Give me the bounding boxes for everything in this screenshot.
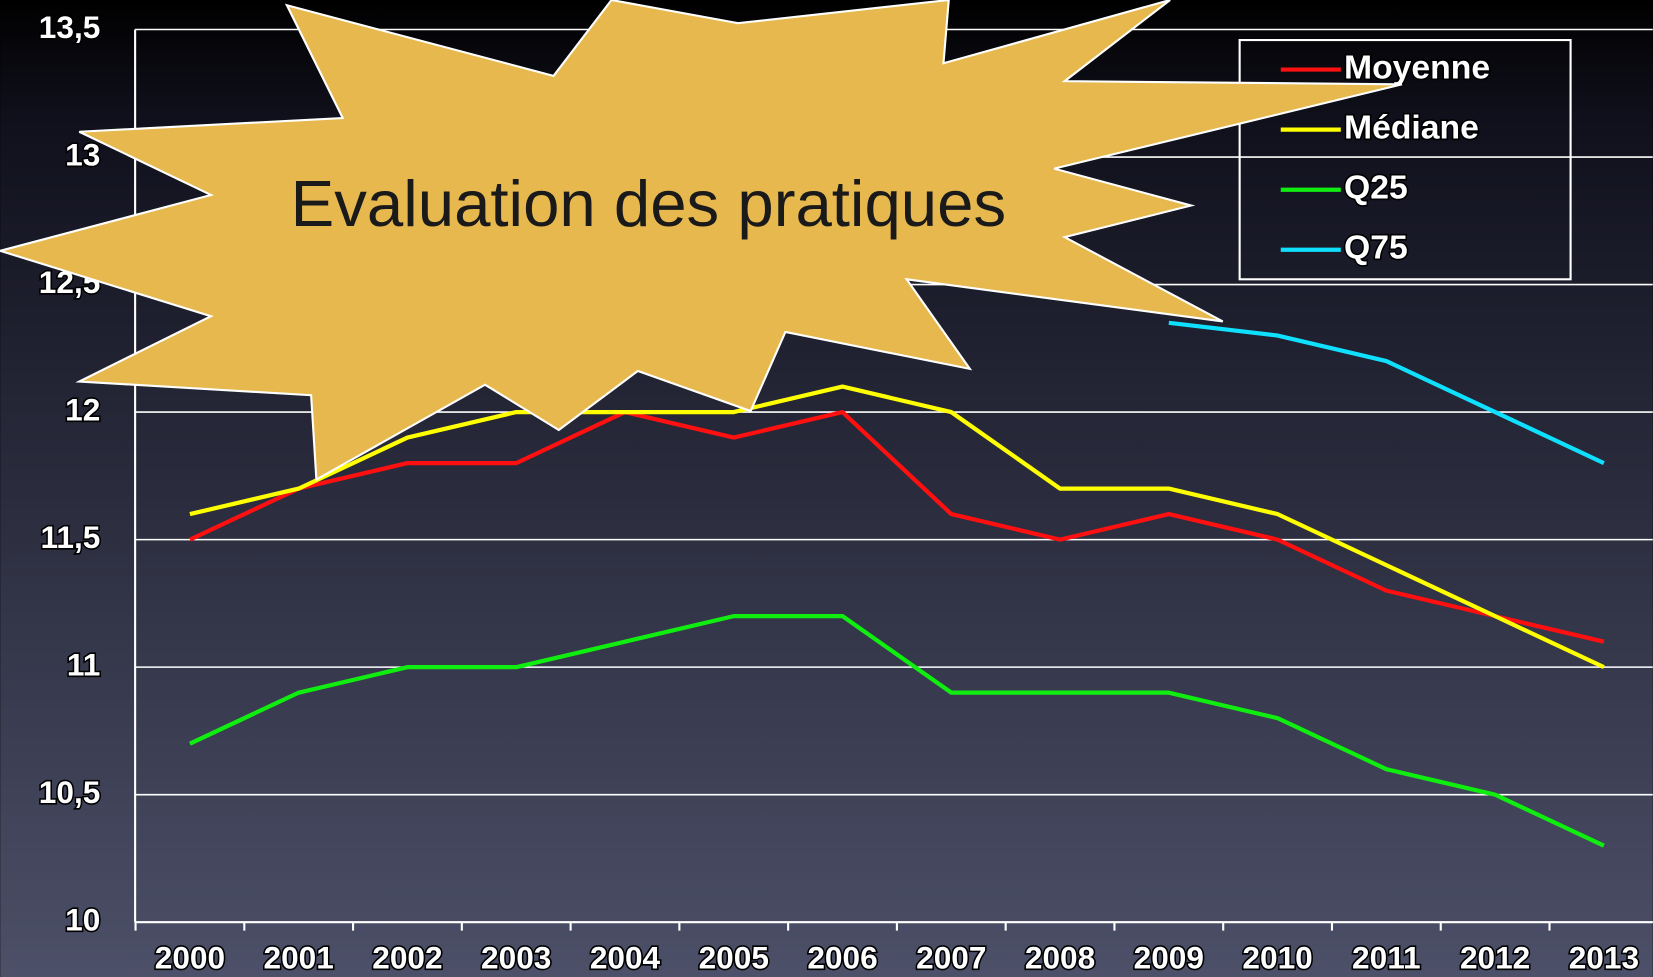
- x-tick-label: 2012: [1460, 939, 1530, 975]
- x-tick-label: 2009: [1134, 939, 1204, 975]
- x-tick-label: 2004: [590, 939, 661, 975]
- x-tick-label: 2010: [1242, 939, 1312, 975]
- legend-label: Q25: [1344, 169, 1408, 207]
- x-tick-label: 2008: [1025, 939, 1095, 975]
- x-tick-label: 2013: [1569, 939, 1639, 975]
- legend-label: Moyenne: [1344, 48, 1490, 86]
- y-tick-label: 10: [65, 902, 100, 938]
- x-tick-label: 2001: [264, 939, 334, 975]
- annotation: Evaluation des pratiques: [291, 167, 1006, 240]
- x-tick-label: 2005: [699, 939, 769, 975]
- x-tick-label: 2006: [807, 939, 877, 975]
- x-tick-label: 2007: [916, 939, 986, 975]
- y-tick-label: 10,5: [39, 774, 101, 810]
- y-tick-label: 12: [65, 391, 100, 427]
- y-tick-label: 13,5: [39, 9, 101, 45]
- y-tick-label: 13: [65, 136, 100, 172]
- x-tick-label: 2003: [481, 939, 551, 975]
- chart: 1010,51111,51212,51313,52000200120022003…: [0, 0, 1653, 977]
- x-tick-label: 2002: [372, 939, 442, 975]
- y-tick-label: 11: [67, 646, 100, 682]
- legend-label: Médiane: [1344, 109, 1479, 147]
- page: {"chart_data": {"type": "line", "annotat…: [0, 0, 1653, 977]
- legend-label: Q75: [1344, 229, 1408, 267]
- x-tick-label: 2011: [1352, 939, 1421, 975]
- y-tick-label: 11,5: [41, 519, 101, 555]
- x-tick-label: 2000: [155, 939, 225, 975]
